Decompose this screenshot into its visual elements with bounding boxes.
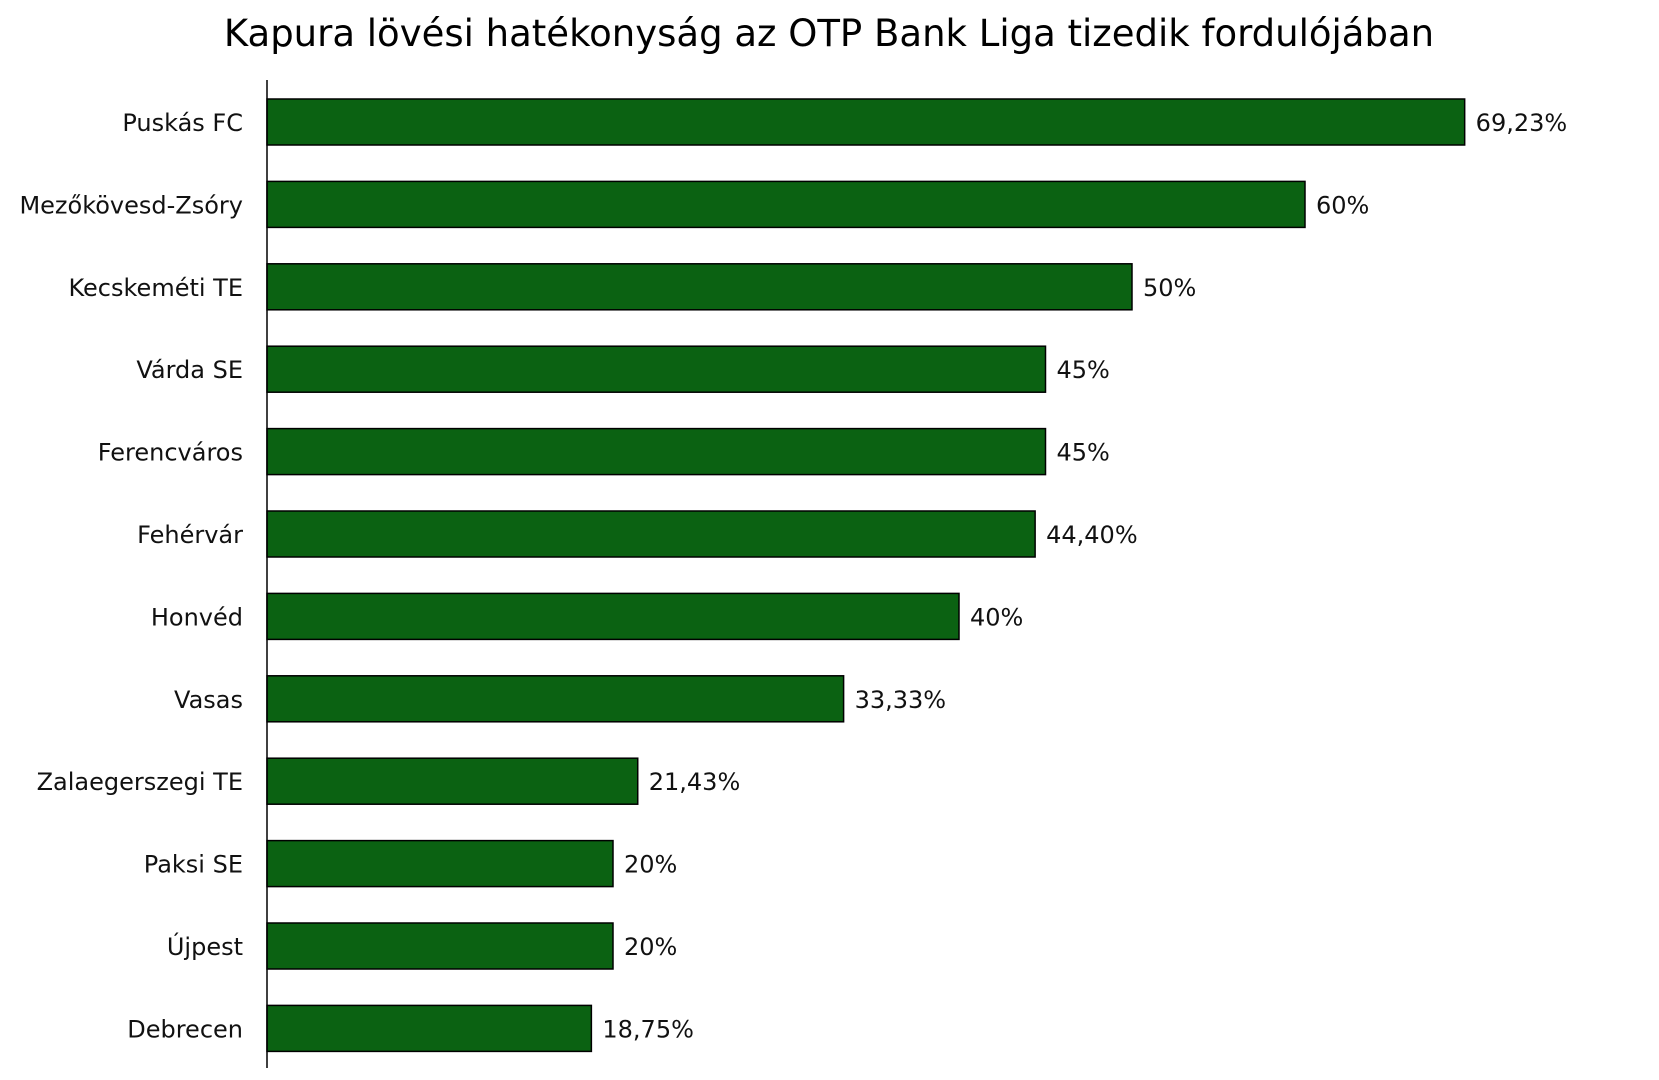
chart-title: Kapura lövési hatékonyság az OTP Bank Li… — [224, 12, 1434, 55]
data-label: 21,43% — [649, 768, 741, 796]
bar — [266, 757, 639, 805]
bar — [266, 180, 1306, 229]
category-label: Várda SE — [136, 356, 243, 384]
category-label: Zalaegerszegi TE — [37, 768, 243, 796]
data-label: 20% — [624, 933, 677, 961]
data-label: 18,75% — [602, 1015, 694, 1043]
data-label: 60% — [1316, 191, 1369, 219]
bar — [266, 345, 1047, 393]
category-label: Fehérvár — [137, 521, 243, 549]
bar — [266, 592, 960, 641]
category-label: Ferencváros — [98, 439, 243, 467]
data-label: 69,23% — [1476, 109, 1568, 137]
labels-layer: Puskás FC 69,23% Mezőkövesd-Zsóry 60% Kecske… — [19, 109, 1567, 1043]
category-label: Kecskeméti TE — [69, 274, 244, 302]
category-label: Honvéd — [151, 603, 243, 631]
category-label: Paksi SE — [144, 851, 243, 879]
category-label: Debrecen — [127, 1015, 243, 1043]
data-label: 45% — [1057, 356, 1110, 384]
bars-layer — [266, 98, 1466, 1053]
bar — [266, 839, 614, 888]
bar — [266, 675, 845, 723]
data-label: 50% — [1143, 274, 1196, 302]
data-label: 44,40% — [1046, 521, 1138, 549]
category-label: Mezőkövesd-Zsóry — [19, 191, 243, 219]
category-label: Vasas — [174, 686, 243, 714]
data-label: 45% — [1057, 439, 1110, 467]
category-label: Puskás FC — [122, 109, 243, 137]
data-label: 33,33% — [855, 686, 947, 714]
bar — [266, 427, 1047, 476]
bar — [266, 510, 1036, 558]
bar — [266, 1004, 593, 1053]
data-label: 40% — [970, 603, 1023, 631]
data-label: 20% — [624, 851, 677, 879]
bar — [266, 98, 1466, 146]
bar — [266, 922, 614, 970]
bar — [266, 263, 1133, 311]
category-label: Újpest — [167, 931, 243, 961]
